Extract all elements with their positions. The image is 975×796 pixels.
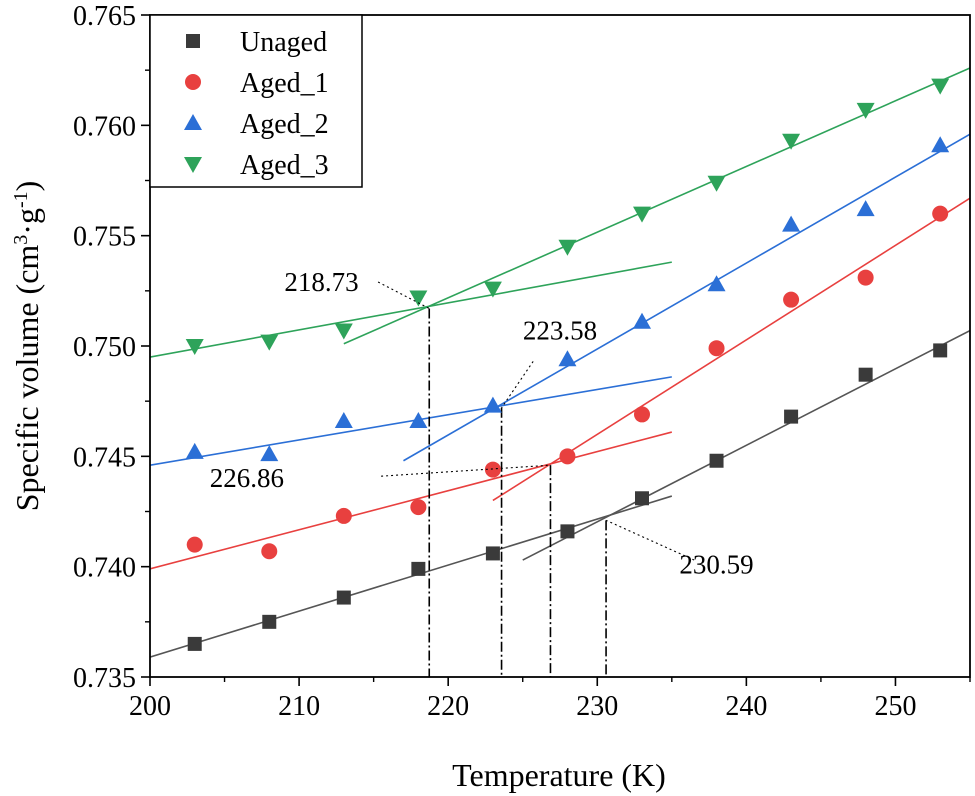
x-tick-label: 250 <box>874 691 916 722</box>
marker-unaged <box>784 409 799 424</box>
marker-aged-2 <box>334 412 353 429</box>
fit-line-aged-3-2 <box>343 67 970 345</box>
y-axis-title-main: Specific volume (cm <box>9 245 45 512</box>
marker-aged-3 <box>409 290 428 307</box>
marker-aged-3 <box>260 334 279 351</box>
marker-aged-3 <box>558 239 577 256</box>
y-tick-label: 0.740 <box>73 553 136 584</box>
marker-aged-2 <box>483 396 502 413</box>
marker-aged-1 <box>932 205 949 222</box>
annotation-label: 223.58 <box>523 315 597 345</box>
marker-aged-1 <box>410 499 427 516</box>
marker-aged-1 <box>484 461 501 478</box>
marker-unaged <box>709 453 724 468</box>
data-markers <box>185 78 950 651</box>
marker-aged-2 <box>707 275 726 292</box>
x-tick-label: 200 <box>129 691 171 722</box>
y-axis-title-sup1: 3 <box>10 235 32 245</box>
marker-unaged <box>560 524 575 539</box>
y-tick-label: 0.750 <box>73 332 136 363</box>
marker-aged-3 <box>856 102 875 119</box>
x-tick-label: 230 <box>576 691 618 722</box>
marker-unaged <box>933 343 948 358</box>
annotation-label: 218.73 <box>284 267 358 297</box>
marker-aged-2 <box>931 136 950 153</box>
annotation-leader <box>381 464 551 477</box>
x-axis-title: Temperature (K) <box>452 757 666 793</box>
marker-unaged <box>858 367 873 382</box>
marker-aged-1 <box>335 507 352 524</box>
y-axis-title: Specific volume (cm3·g-1) <box>9 181 45 512</box>
fit-line-aged-1-1 <box>150 431 673 570</box>
marker-unaged <box>411 561 426 576</box>
legend-marker-aged-2 <box>184 114 202 130</box>
legend-label-aged-1: Aged_1 <box>240 68 329 99</box>
y-axis-title-end: ) <box>9 181 45 192</box>
marker-aged-2 <box>782 215 801 232</box>
marker-aged-3 <box>483 281 502 298</box>
legend-label-unaged: Unaged <box>240 27 327 58</box>
legend-marker-aged-3 <box>184 157 202 173</box>
marker-aged-2 <box>856 200 875 217</box>
y-tick-label: 0.755 <box>73 222 136 253</box>
legend-label-aged-3: Aged_3 <box>240 150 329 181</box>
marker-unaged <box>635 491 649 506</box>
y-tick-label: 0.760 <box>73 111 136 142</box>
annotation-label: 230.59 <box>679 549 753 579</box>
legend-label-aged-2: Aged_2 <box>240 109 329 140</box>
marker-aged-3 <box>782 133 801 150</box>
annotation-leader <box>501 361 534 409</box>
marker-unaged <box>262 614 277 629</box>
annotation-label: 226.86 <box>210 463 284 493</box>
y-axis-title-sup2: -1 <box>10 191 32 208</box>
marker-aged-1 <box>559 448 576 465</box>
fit-line-aged-2-1 <box>150 376 672 466</box>
legend-marker-unaged <box>186 34 200 48</box>
marker-aged-3 <box>185 339 204 355</box>
marker-aged-1 <box>261 543 278 560</box>
legend: Unaged Aged_1 Aged_2 Aged_3 <box>184 27 329 181</box>
marker-aged-2 <box>260 445 279 462</box>
marker-aged-2 <box>185 442 204 459</box>
x-tick-label: 210 <box>278 691 320 722</box>
y-tick-label: 0.745 <box>73 442 136 473</box>
annotation-leader <box>605 519 695 561</box>
x-tick-label: 220 <box>427 691 469 722</box>
marker-unaged <box>485 546 500 561</box>
marker-aged-2 <box>558 350 577 367</box>
marker-aged-3 <box>334 323 353 340</box>
marker-aged-1 <box>708 340 725 357</box>
fit-line-aged-3-1 <box>150 261 672 358</box>
transition-guide-lines <box>428 308 607 677</box>
marker-unaged <box>187 636 202 651</box>
marker-aged-1 <box>857 269 874 286</box>
marker-unaged <box>336 590 351 605</box>
marker-aged-3 <box>931 78 950 95</box>
annotations: 218.73 223.58 226.86 230.59 <box>210 267 754 579</box>
y-tick-label: 0.765 <box>73 1 136 32</box>
fit-line-unaged-1 <box>150 495 673 658</box>
marker-aged-1 <box>783 291 800 308</box>
y-tick-label: 0.735 <box>73 663 136 694</box>
marker-aged-3 <box>707 175 726 192</box>
y-axis-title-mid: ·g <box>9 208 45 235</box>
axes: 200 210 220 230 240 250 0.735 0.740 0.745 0.750 0.… <box>73 1 971 722</box>
x-tick-label: 240 <box>725 691 767 722</box>
marker-aged-3 <box>633 206 651 223</box>
fit-line-unaged-2 <box>522 329 970 561</box>
marker-aged-1 <box>186 536 203 553</box>
legend-marker-aged-1 <box>185 74 201 90</box>
marker-aged-2 <box>633 312 651 329</box>
marker-aged-2 <box>409 412 428 429</box>
marker-aged-1 <box>634 406 650 423</box>
